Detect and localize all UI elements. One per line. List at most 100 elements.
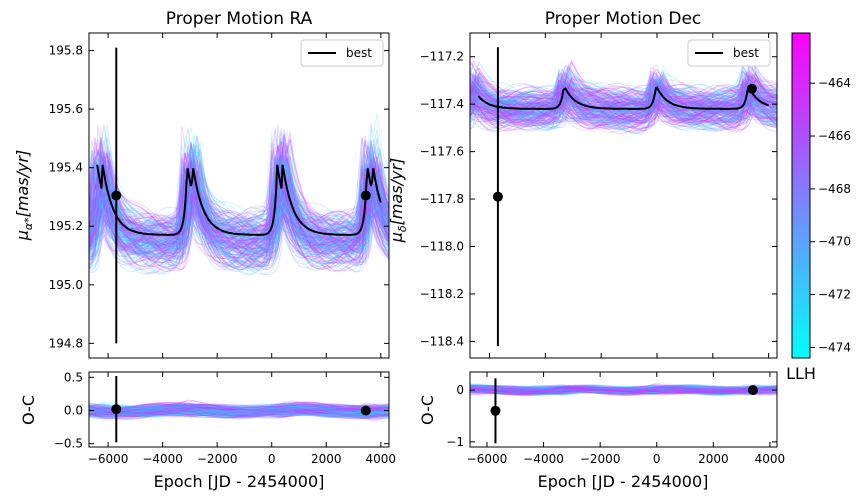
sample-orbit-line: [89, 144, 389, 257]
sample-orbit-line: [470, 83, 777, 128]
dec-ytick-label: −117.2: [420, 50, 464, 64]
sample-orbit-line: [470, 386, 777, 395]
sample-orbit-line: [470, 385, 777, 394]
sample-orbit-line: [470, 386, 777, 393]
sample-orbit-line: [89, 167, 389, 248]
sample-orbit-line: [470, 74, 777, 127]
sample-orbit-line: [89, 407, 389, 417]
sample-orbit-line: [89, 148, 389, 256]
sample-orbit-line: [89, 168, 389, 259]
sample-orbit-line: [470, 82, 777, 132]
sample-orbit-line: [89, 407, 389, 418]
sample-orbit-line: [89, 185, 389, 259]
sample-orbit-line: [470, 80, 777, 135]
sample-orbit-line: [470, 388, 777, 396]
sample-orbit-line: [89, 157, 389, 259]
colorbar: −474 −472 −470 −468 −466 −464 LLH: [786, 32, 851, 383]
sample-orbit-line: [470, 60, 777, 109]
sample-orbit-line: [89, 183, 389, 256]
sample-orbit-line: [470, 384, 777, 391]
sample-orbit-line: [89, 193, 389, 270]
sample-orbit-line: [470, 73, 777, 120]
sample-orbit-line: [470, 70, 777, 123]
sample-orbit-line: [89, 186, 389, 271]
sample-orbit-line: [89, 194, 389, 265]
ra-title: Proper Motion RA: [166, 9, 313, 29]
sample-orbit-line: [470, 78, 777, 127]
ra-ytick-label: 195.8: [49, 44, 83, 58]
sample-orbit-line: [470, 77, 777, 113]
ra-legend: best: [300, 39, 384, 67]
sample-orbit-line: [89, 403, 389, 413]
sample-orbit-line: [470, 385, 777, 393]
sample-orbit-line: [89, 178, 389, 254]
sample-orbit-line: [89, 156, 389, 245]
sample-orbit-line: [470, 388, 777, 395]
sample-orbit-line: [470, 388, 777, 396]
sample-orbit-line: [470, 386, 777, 393]
sample-orbit-line: [470, 75, 777, 117]
sample-orbit-line: [89, 403, 389, 414]
sample-orbit-line: [89, 188, 389, 268]
sample-orbit-line: [470, 72, 777, 123]
dec-oc-samples: [470, 383, 777, 397]
sample-orbit-line: [89, 406, 389, 418]
dec-title: Proper Motion Dec: [545, 9, 702, 29]
sample-orbit-line: [89, 408, 389, 418]
sample-orbit-line: [470, 78, 777, 130]
sample-orbit-line: [470, 390, 777, 397]
sample-orbit-line: [89, 173, 389, 259]
sample-orbit-line: [470, 385, 777, 393]
sample-orbit-line: [470, 60, 777, 116]
sample-orbit-line: [470, 387, 777, 395]
sample-orbit-line: [89, 409, 389, 418]
sample-orbit-line: [470, 67, 777, 121]
sample-orbit-line: [89, 406, 389, 415]
sample-orbit-line: [89, 407, 389, 419]
sample-orbit-line: [89, 156, 389, 256]
sample-orbit-line: [470, 386, 777, 393]
sample-orbit-line: [470, 59, 777, 115]
dec-ytick-label: −117.4: [420, 97, 464, 111]
sample-orbit-line: [470, 385, 777, 393]
sample-orbit-line: [470, 390, 777, 396]
sample-orbit-line: [89, 176, 389, 255]
sample-orbit-line: [470, 63, 777, 120]
sample-orbit-line: [89, 184, 389, 256]
sample-orbit-line: [89, 406, 389, 417]
sample-orbit-line: [470, 388, 777, 395]
sample-orbit-line: [89, 156, 389, 260]
sample-orbit-line: [470, 88, 777, 126]
sample-orbit-line: [470, 387, 777, 394]
sample-orbit-line: [89, 177, 389, 250]
sample-orbit-line: [470, 384, 777, 391]
sample-orbit-line: [470, 388, 777, 397]
sample-orbit-line: [89, 168, 389, 269]
dec-oc-xtick-label: −6000: [467, 452, 508, 466]
sample-orbit-line: [470, 386, 777, 393]
sample-orbit-line: [89, 164, 389, 239]
sample-orbit-line: [89, 402, 389, 412]
sample-orbit-line: [470, 385, 777, 393]
sample-orbit-line: [89, 406, 389, 417]
sample-orbit-line: [470, 71, 777, 125]
sample-orbit-line: [89, 176, 389, 273]
sample-orbit-line: [89, 406, 389, 417]
sample-orbit-line: [89, 404, 389, 414]
sample-orbit-line: [470, 74, 777, 112]
sample-orbit-line: [470, 386, 777, 394]
sample-orbit-line: [89, 175, 389, 258]
sample-orbit-line: [89, 406, 389, 417]
sample-orbit-line: [89, 150, 389, 259]
sample-orbit-line: [470, 384, 777, 392]
sample-orbit-line: [89, 176, 389, 271]
ra-xticks: [107, 33, 382, 358]
sample-orbit-line: [89, 404, 389, 413]
sample-orbit-line: [470, 386, 777, 394]
sample-orbit-line: [470, 82, 777, 130]
sample-orbit-line: [89, 407, 389, 418]
sample-orbit-line: [89, 408, 389, 419]
sample-orbit-line: [89, 404, 389, 415]
sample-orbit-line: [89, 407, 389, 419]
sample-orbit-line: [89, 407, 389, 418]
